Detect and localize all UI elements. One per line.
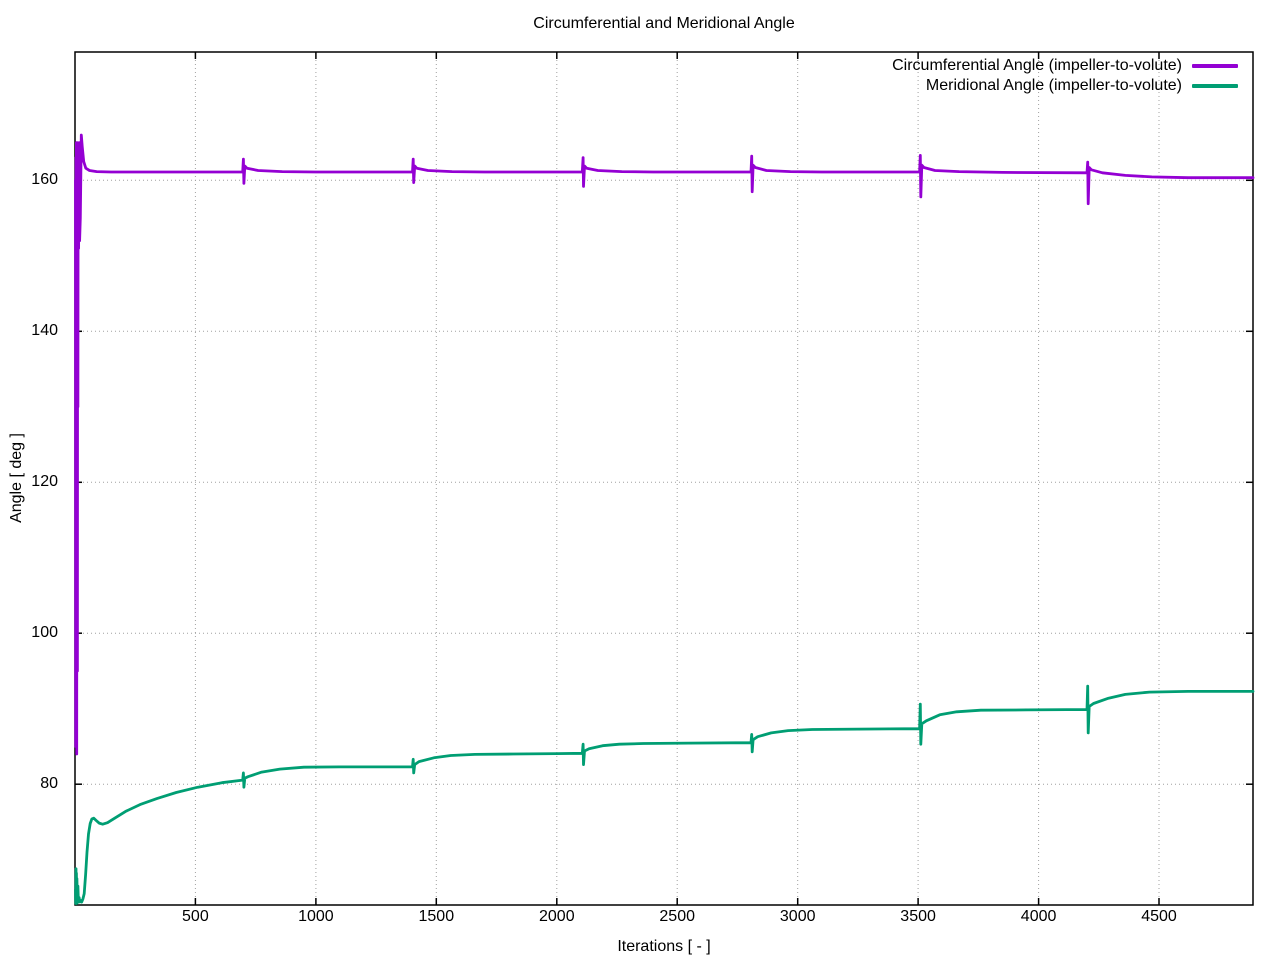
y-tick-label: 160 [31,171,58,189]
x-tick-label: 1000 [298,908,334,925]
chart-title: Circumferential and Meridional Angle [533,15,795,32]
x-tick-label: 2000 [539,908,575,925]
x-tick-label: 4000 [1020,908,1057,925]
y-tick-label: 100 [31,624,58,642]
legend: Circumferential Angle (impeller-to-volut… [892,56,1238,96]
x-axis-label: Iterations [ - ] [617,938,711,955]
legend-item-circumferential: Circumferential Angle (impeller-to-volut… [892,56,1238,76]
series-line-0 [74,133,1255,756]
legend-item-meridional: Meridional Angle (impeller-to-volute) [892,76,1238,96]
y-tick-label: 120 [31,473,58,491]
x-tick-label: 500 [182,908,209,925]
x-tick-label: 2500 [659,908,695,925]
y-tick-label: 80 [40,775,58,793]
x-tick-label: 4500 [1141,908,1177,925]
series-line-1 [74,684,1255,905]
x-tick-label: 1500 [418,908,455,925]
legend-swatch-circumferential [1192,64,1238,68]
legend-label-circumferential: Circumferential Angle (impeller-to-volut… [892,57,1182,74]
y-tick-label: 140 [31,322,58,340]
x-tick-label: 3500 [900,908,936,925]
legend-label-meridional: Meridional Angle (impeller-to-volute) [925,77,1182,94]
x-tick-label: 3000 [779,908,816,925]
legend-swatch-meridional [1192,84,1238,88]
